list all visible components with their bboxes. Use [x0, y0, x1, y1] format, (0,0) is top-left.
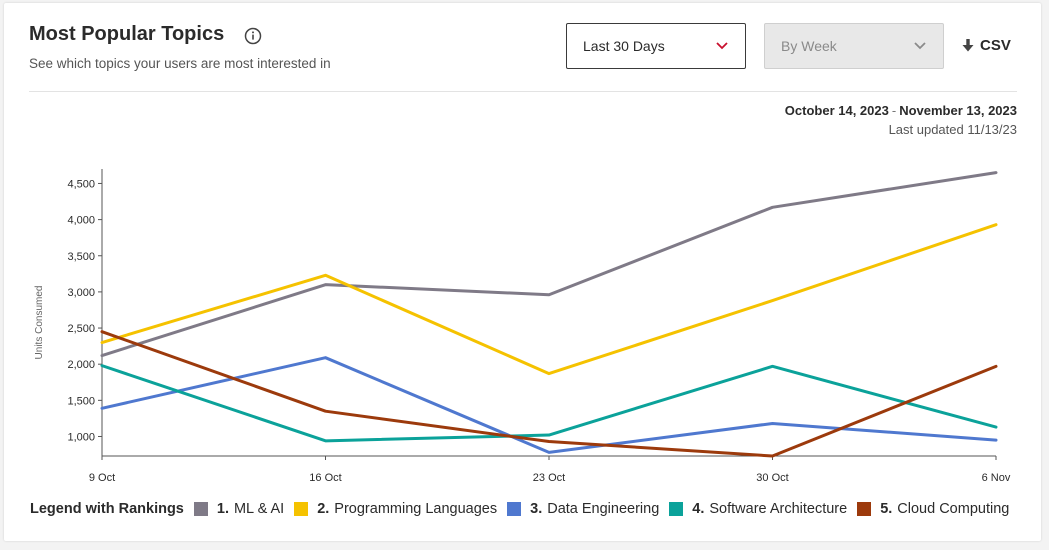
legend-item: 4. Software Architecture [669, 501, 847, 517]
legend-label: Data Engineering [547, 501, 660, 517]
x-tick-label: 23 Oct [533, 472, 565, 484]
chart-legend: Legend with Rankings 1. ML & AI 2. Programm… [30, 501, 1009, 517]
series-line-data-engineering [100, 356, 998, 454]
y-tick-label: 3,000 [67, 287, 95, 299]
csv-download-button[interactable]: CSV [962, 37, 1011, 54]
legend-label: Software Architecture [709, 501, 848, 517]
legend-swatch [857, 502, 872, 516]
legend-item: 5. Cloud Computing [857, 501, 1009, 517]
topics-line-chart: 1,000 1,500 2,000 2,500 3,000 3,500 4,000 4,500… [34, 169, 1011, 484]
date-start: October 14, 2023 [784, 103, 889, 118]
y-tick-label: 3,500 [67, 251, 95, 263]
topics-card: Most Popular Topics See which topics you… [4, 3, 1041, 541]
last-updated: Last updated 11/13/23 [888, 122, 1017, 137]
csv-label: CSV [980, 37, 1011, 54]
page-subtitle: See which topics your users are most int… [29, 56, 331, 71]
legend-rank: 5. [880, 501, 893, 517]
legend-title: Legend with Rankings [30, 501, 184, 517]
legend-swatch [669, 502, 684, 516]
y-tick-label: 4,000 [67, 215, 95, 227]
y-tick-label: 2,000 [67, 359, 95, 371]
series-line-software-architecture [100, 364, 998, 443]
legend-item: 1. ML & AI [193, 501, 285, 517]
chevron-down-icon [914, 42, 926, 50]
x-tick-label: 9 Oct [89, 472, 115, 484]
date-end: November 13, 2023 [899, 103, 1017, 118]
x-tick-label: 16 Oct [309, 472, 341, 484]
info-circle-icon[interactable] [244, 27, 262, 45]
period-value: By Week [781, 38, 837, 54]
page-title: Most Popular Topics [29, 23, 225, 45]
y-tick-label: 4,500 [67, 178, 95, 190]
legend-rank: 1. [216, 501, 229, 517]
y-tick-label: 1,500 [67, 395, 95, 407]
legend-label: ML & AI [233, 501, 285, 517]
date-range-select[interactable]: Last 30 Days [566, 23, 746, 69]
header-divider [29, 91, 1017, 92]
legend-rank: 4. [692, 501, 705, 517]
legend-label: Programming Languages [334, 501, 498, 517]
legend-rank: 2. [317, 501, 330, 517]
legend-label: Cloud Computing [897, 501, 1010, 517]
legend-swatch [193, 502, 208, 516]
series-line-programming-languages [100, 223, 998, 376]
date-range-value: Last 30 Days [583, 38, 665, 54]
x-tick-label: 6 Nov [982, 472, 1011, 484]
x-tick-label: 30 Oct [756, 472, 788, 484]
legend-swatch [294, 502, 309, 516]
chevron-down-icon [716, 42, 728, 50]
date-separator: - [891, 103, 897, 118]
y-axis-label: Units Consumed [34, 286, 45, 360]
download-arrow-icon [962, 38, 974, 51]
legend-item: 3. Data Engineering [507, 501, 659, 517]
legend-rank: 3. [530, 501, 543, 517]
date-range-text: October 14, 2023- November 13, 2023 [785, 103, 1017, 118]
series-line-ml-ai [100, 171, 998, 358]
series-line-cloud-computing [100, 330, 998, 458]
legend-item: 2. Programming Languages [294, 501, 497, 517]
y-tick-label: 1,000 [67, 431, 95, 443]
legend-swatch [507, 502, 522, 516]
y-tick-label: 2,500 [67, 323, 95, 335]
period-select[interactable]: By Week [764, 23, 944, 69]
